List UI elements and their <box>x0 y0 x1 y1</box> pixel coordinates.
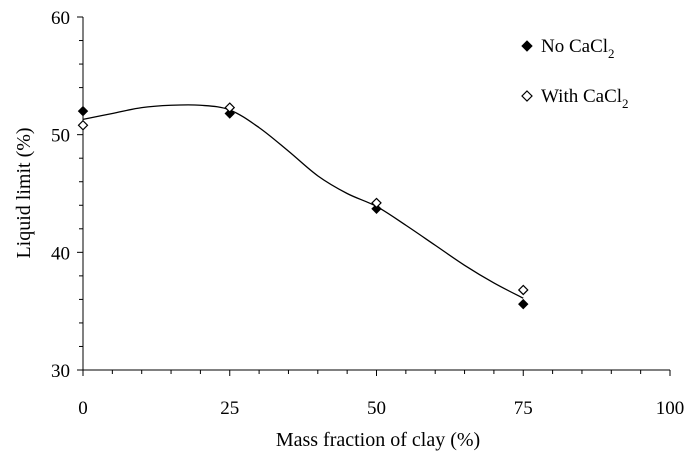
trend-line-group <box>82 104 524 299</box>
data-point-with-cacl2 <box>77 119 89 131</box>
legend: No CaCl2 With CaCl2 <box>521 36 629 111</box>
data-points <box>77 102 529 310</box>
data-point-with-cacl2 <box>224 102 236 113</box>
y-axis-title: Liquid limit (%) <box>13 127 35 258</box>
x-axis-title: Mass fraction of clay (%) <box>276 429 480 451</box>
y-tick-label: 40 <box>51 243 70 264</box>
y-tick-label: 60 <box>51 8 70 29</box>
data-point-no-cacl2 <box>224 108 235 119</box>
legend-item-no-cacl2: No CaCl2 <box>521 36 615 61</box>
trend-line <box>82 104 524 299</box>
y-tick-label: 30 <box>51 361 70 382</box>
data-point-no-cacl2 <box>518 298 529 310</box>
ticks: 0 25 50 75 100 30 40 50 60 <box>51 8 684 419</box>
data-point-with-cacl2 <box>371 197 382 209</box>
x-tick-label: 100 <box>656 398 685 419</box>
legend-item-with-cacl2: With CaCl2 <box>521 86 629 111</box>
legend-marker-filled-diamond <box>521 40 533 52</box>
legend-label-no-cacl2: No CaCl2 <box>541 36 615 61</box>
x-tick-label: 50 <box>367 398 386 419</box>
data-point-with-cacl2 <box>517 284 529 296</box>
legend-label-with-cacl2: With CaCl2 <box>541 86 629 111</box>
legend-marker-open-diamond <box>521 90 533 102</box>
data-point-no-cacl2 <box>371 203 382 215</box>
x-tick-label: 75 <box>514 398 533 419</box>
x-tick-label: 25 <box>220 398 239 419</box>
axes <box>82 17 670 371</box>
data-point-no-cacl2 <box>77 105 89 117</box>
x-tick-label: 0 <box>78 398 88 419</box>
y-tick-label: 50 <box>51 126 70 147</box>
